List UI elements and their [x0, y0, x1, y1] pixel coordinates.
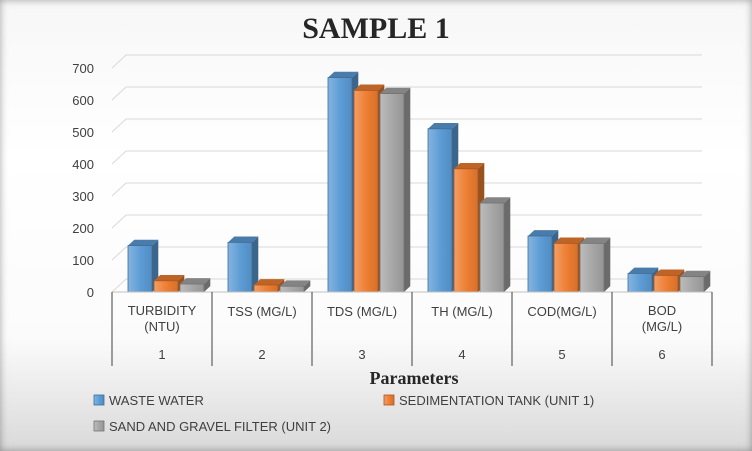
legend-swatch: [93, 394, 105, 406]
legend-item: SAND AND GRAVEL FILTER (UNIT 2): [93, 419, 331, 434]
chart-title: SAMPLE 1: [302, 12, 450, 45]
x-axis-title: Parameters: [370, 368, 459, 388]
bar: [253, 279, 285, 293]
legend-label: WASTE WATER: [109, 393, 204, 408]
category-number: 2: [258, 347, 265, 362]
legend-swatch: [383, 394, 395, 406]
bar: [227, 236, 259, 293]
y-axis: 0 100 200 300 400 500 600 700: [72, 61, 94, 300]
y-tick-label: 0: [87, 285, 94, 300]
bar: [179, 278, 211, 293]
bar: [579, 237, 611, 293]
category-label: COD(MG/L): [527, 304, 596, 319]
y-tick-label: 700: [72, 61, 94, 76]
legend-label: SAND AND GRAVEL FILTER (UNIT 2): [109, 419, 331, 434]
category-label: TH (MG/L): [431, 304, 492, 319]
category-number: 4: [458, 347, 465, 362]
bar: [527, 230, 559, 293]
y-tick-label: 500: [72, 125, 94, 140]
bar: [679, 270, 711, 293]
bar: [279, 280, 311, 293]
category-number: 1: [158, 347, 165, 362]
category-label: TDS (MG/L): [327, 304, 397, 319]
bar: [453, 162, 485, 293]
y-tick-label: 300: [72, 189, 94, 204]
category-number: 3: [358, 347, 365, 362]
legend-label: SEDIMENTATION TANK (UNIT 1): [399, 393, 594, 408]
y-tick-label: 600: [72, 93, 94, 108]
legend-item: WASTE WATER: [93, 393, 204, 408]
x-axis: TURBIDITY(NTU) 1 TSS (MG/L) 2 TDS (MG/L) 3 TH …: [111, 291, 713, 366]
legend-item: SEDIMENTATION TANK (UNIT 1): [383, 393, 594, 408]
category-label: TURBIDITY: [128, 303, 197, 318]
category-number: 6: [658, 347, 665, 362]
bar: [479, 197, 511, 293]
category-label: TSS (MG/L): [227, 304, 296, 319]
gridlines: [111, 54, 702, 293]
y-tick-label: 200: [72, 221, 94, 236]
category-label: BOD: [648, 303, 676, 318]
bars: [127, 71, 711, 293]
legend-swatch: [93, 420, 105, 432]
category-label: (MG/L): [642, 319, 682, 334]
y-tick-label: 400: [72, 157, 94, 172]
category-label: (NTU): [144, 319, 179, 334]
y-tick-label: 100: [72, 253, 94, 268]
category-number: 5: [558, 347, 565, 362]
bar: [379, 87, 411, 293]
legend: WASTE WATER SEDIMENTATION TANK (UNIT 1) SA…: [93, 393, 594, 434]
